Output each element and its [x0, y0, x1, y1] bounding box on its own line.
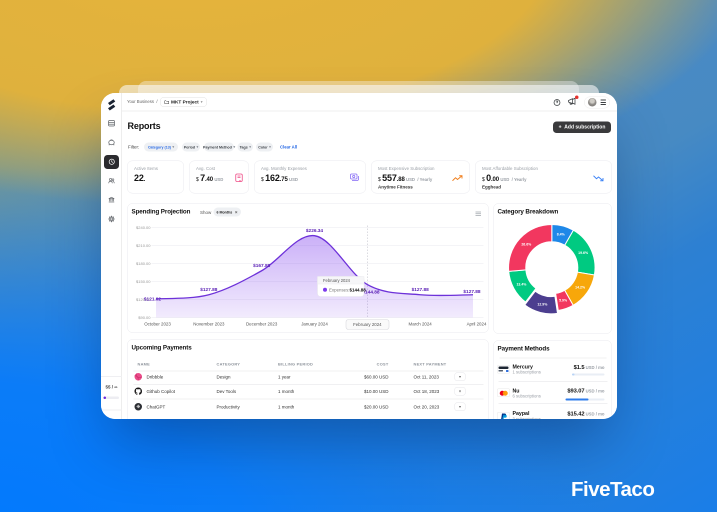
svg-text:$180.00: $180.00 [136, 261, 151, 266]
svg-text:$210.00: $210.00 [136, 243, 151, 248]
svg-text:March 2024: March 2024 [409, 322, 433, 327]
svg-text:19.6%: 19.6% [578, 251, 589, 255]
svg-text:$127.88: $127.88 [463, 289, 481, 295]
svg-text:$127.88: $127.88 [412, 287, 430, 293]
svg-text:14.2%: 14.2% [575, 286, 586, 290]
svg-text:October 2023: October 2023 [144, 322, 171, 327]
svg-text:$121.02: $121.02 [144, 297, 162, 303]
svg-text:January 2024: January 2024 [301, 322, 328, 327]
svg-text:$144.88: $144.88 [362, 290, 380, 296]
svg-text:$167.88: $167.88 [253, 263, 271, 269]
svg-text:$127.88: $127.88 [200, 287, 218, 293]
svg-text:$240.00: $240.00 [136, 225, 151, 230]
svg-text:Expenses:: Expenses: [329, 288, 350, 293]
svg-text:26.6%: 26.6% [521, 242, 532, 246]
svg-text:5.9%: 5.9% [559, 299, 568, 303]
svg-text:$120.00: $120.00 [136, 297, 151, 302]
svg-text:December 2023: December 2023 [246, 322, 278, 327]
svg-text:8.4%: 8.4% [557, 232, 566, 236]
svg-text:12.9%: 12.9% [537, 302, 548, 306]
svg-text:$144.88: $144.88 [350, 288, 367, 293]
svg-text:$226.34: $226.34 [306, 228, 324, 234]
svg-text:February 2024: February 2024 [323, 278, 351, 283]
svg-text:February 2024: February 2024 [353, 322, 382, 327]
svg-text:April 2024: April 2024 [467, 322, 487, 327]
svg-text:$90.00: $90.00 [138, 315, 151, 320]
svg-text:13.4%: 13.4% [516, 282, 527, 286]
svg-text:November 2023: November 2023 [193, 322, 225, 327]
svg-text:$150.00: $150.00 [136, 279, 151, 284]
